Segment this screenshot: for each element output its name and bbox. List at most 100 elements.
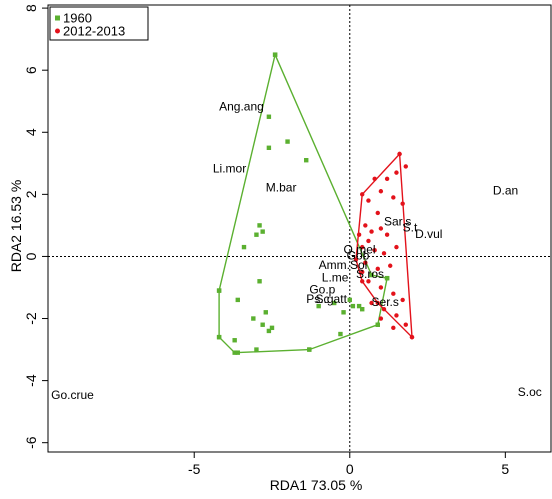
legend-box — [49, 6, 149, 41]
point-1960 — [216, 288, 222, 293]
y-tick-label: -4 — [23, 374, 39, 387]
point-2012-2013 — [378, 226, 384, 231]
point-2012-2013 — [366, 279, 371, 284]
y-tick-label: 4 — [23, 128, 39, 136]
point-1960 — [257, 223, 262, 228]
point-2012-2013 — [360, 244, 365, 250]
point-2012-2013 — [381, 307, 387, 312]
y-tick-label: 8 — [23, 4, 39, 12]
point-2012-2013 — [363, 260, 368, 265]
species-label: L.me — [322, 270, 349, 284]
legend-label: 1960 — [63, 11, 92, 26]
plot-frame — [47, 4, 552, 453]
point-2012-2013 — [372, 248, 377, 253]
point-1960 — [241, 244, 247, 250]
legend-marker-2012-2013 — [55, 28, 60, 34]
species-label: S.t — [403, 221, 418, 235]
legend-label: 2012-2013 — [63, 24, 125, 39]
point-2012-2013 — [397, 151, 402, 157]
y-tick-label: 0 — [23, 252, 39, 260]
point-2012-2013 — [369, 300, 374, 306]
point-2012-2013 — [384, 176, 390, 182]
point-2012-2013 — [400, 297, 405, 303]
plot-border — [47, 4, 552, 453]
x-tick-label: -5 — [188, 461, 201, 477]
species-label: S.ros — [356, 267, 384, 281]
legend-marker-1960 — [55, 15, 60, 21]
point-2012-2013 — [360, 269, 365, 275]
point-2012-2013 — [394, 170, 399, 175]
species-label: Ser.s — [372, 295, 399, 309]
point-2012-2013 — [375, 210, 380, 216]
point-2012-2013 — [391, 195, 396, 200]
point-2012-2013 — [375, 266, 380, 272]
species-label: O.mel — [344, 242, 376, 256]
point-2012-2013 — [403, 164, 408, 169]
point-1960 — [232, 338, 237, 343]
point-1960 — [266, 328, 272, 334]
reference-lines — [48, 5, 552, 452]
hull-vertex — [375, 300, 380, 306]
point-1960 — [356, 303, 362, 309]
y-tick-label: 2 — [23, 190, 39, 198]
point-1960 — [257, 279, 262, 284]
point-2012-2013 — [372, 176, 377, 182]
species-label: S.oc — [518, 385, 542, 399]
point-1960 — [360, 307, 365, 312]
species-label: S.gatt — [316, 292, 348, 306]
point-1960 — [216, 334, 222, 340]
y-axis-label: RDA2 16.53 % — [8, 180, 24, 273]
species-label: Ps.c — [306, 292, 329, 306]
point-1960 — [338, 331, 343, 337]
y-tick-label: 6 — [23, 66, 39, 74]
hull-vertex — [369, 272, 374, 278]
point-2012-2013 — [378, 316, 384, 321]
x-tick-label: 0 — [346, 461, 354, 477]
y-tick-label: -2 — [23, 312, 39, 325]
point-1960 — [260, 322, 265, 327]
point-1960 — [332, 300, 337, 306]
hull-vertex — [232, 350, 237, 355]
point-1960 — [272, 52, 278, 57]
hull-vertex — [360, 279, 365, 284]
point-2012-2013 — [366, 198, 371, 203]
point-2012-2013 — [378, 189, 384, 194]
point-1960 — [285, 139, 290, 144]
point-2012-2013 — [391, 325, 396, 331]
point-1960 — [375, 322, 380, 327]
point-2012-2013 — [378, 285, 384, 290]
point-1960 — [347, 297, 352, 303]
point-1960 — [266, 114, 272, 119]
point-2012-2013 — [400, 201, 405, 206]
point-1960 — [235, 350, 240, 355]
point-2012-2013 — [384, 232, 390, 237]
point-2012-2013 — [394, 244, 399, 250]
species-label: M.bar — [266, 180, 297, 194]
point-1960 — [251, 316, 256, 321]
point-2012-2013 — [391, 291, 396, 296]
species-label: Ang.ang — [219, 100, 264, 114]
species-label: Go.crue — [51, 388, 94, 402]
point-2012-2013 — [388, 263, 393, 268]
point-2012-2013 — [369, 229, 374, 234]
y-tick-label: -6 — [23, 436, 39, 449]
point-2012-2013 — [409, 334, 415, 340]
point-1960 — [235, 297, 240, 303]
species-label: Li.mor — [213, 162, 246, 176]
point-1960 — [341, 310, 346, 315]
point-2012-2013 — [381, 251, 387, 256]
point-2012-2013 — [394, 313, 399, 318]
point-1960 — [260, 229, 265, 234]
point-1960 — [266, 145, 272, 150]
axes: -5 0 5 -6 -4 -2 0 2 4 6 8 — [23, 4, 509, 477]
point-2012-2013 — [366, 238, 371, 244]
point-1960 — [263, 310, 268, 315]
species-label: Go.p — [309, 283, 335, 297]
point-1960 — [304, 158, 309, 163]
species-labels: Ang.ang Li.mor M.bar D.an Sar.sS.tD.vul O.mel… — [51, 100, 542, 403]
point-2012-2013 — [403, 322, 408, 327]
point-1960 — [384, 275, 390, 281]
species-label: D.vul — [415, 227, 442, 241]
point-1960 — [350, 303, 356, 309]
